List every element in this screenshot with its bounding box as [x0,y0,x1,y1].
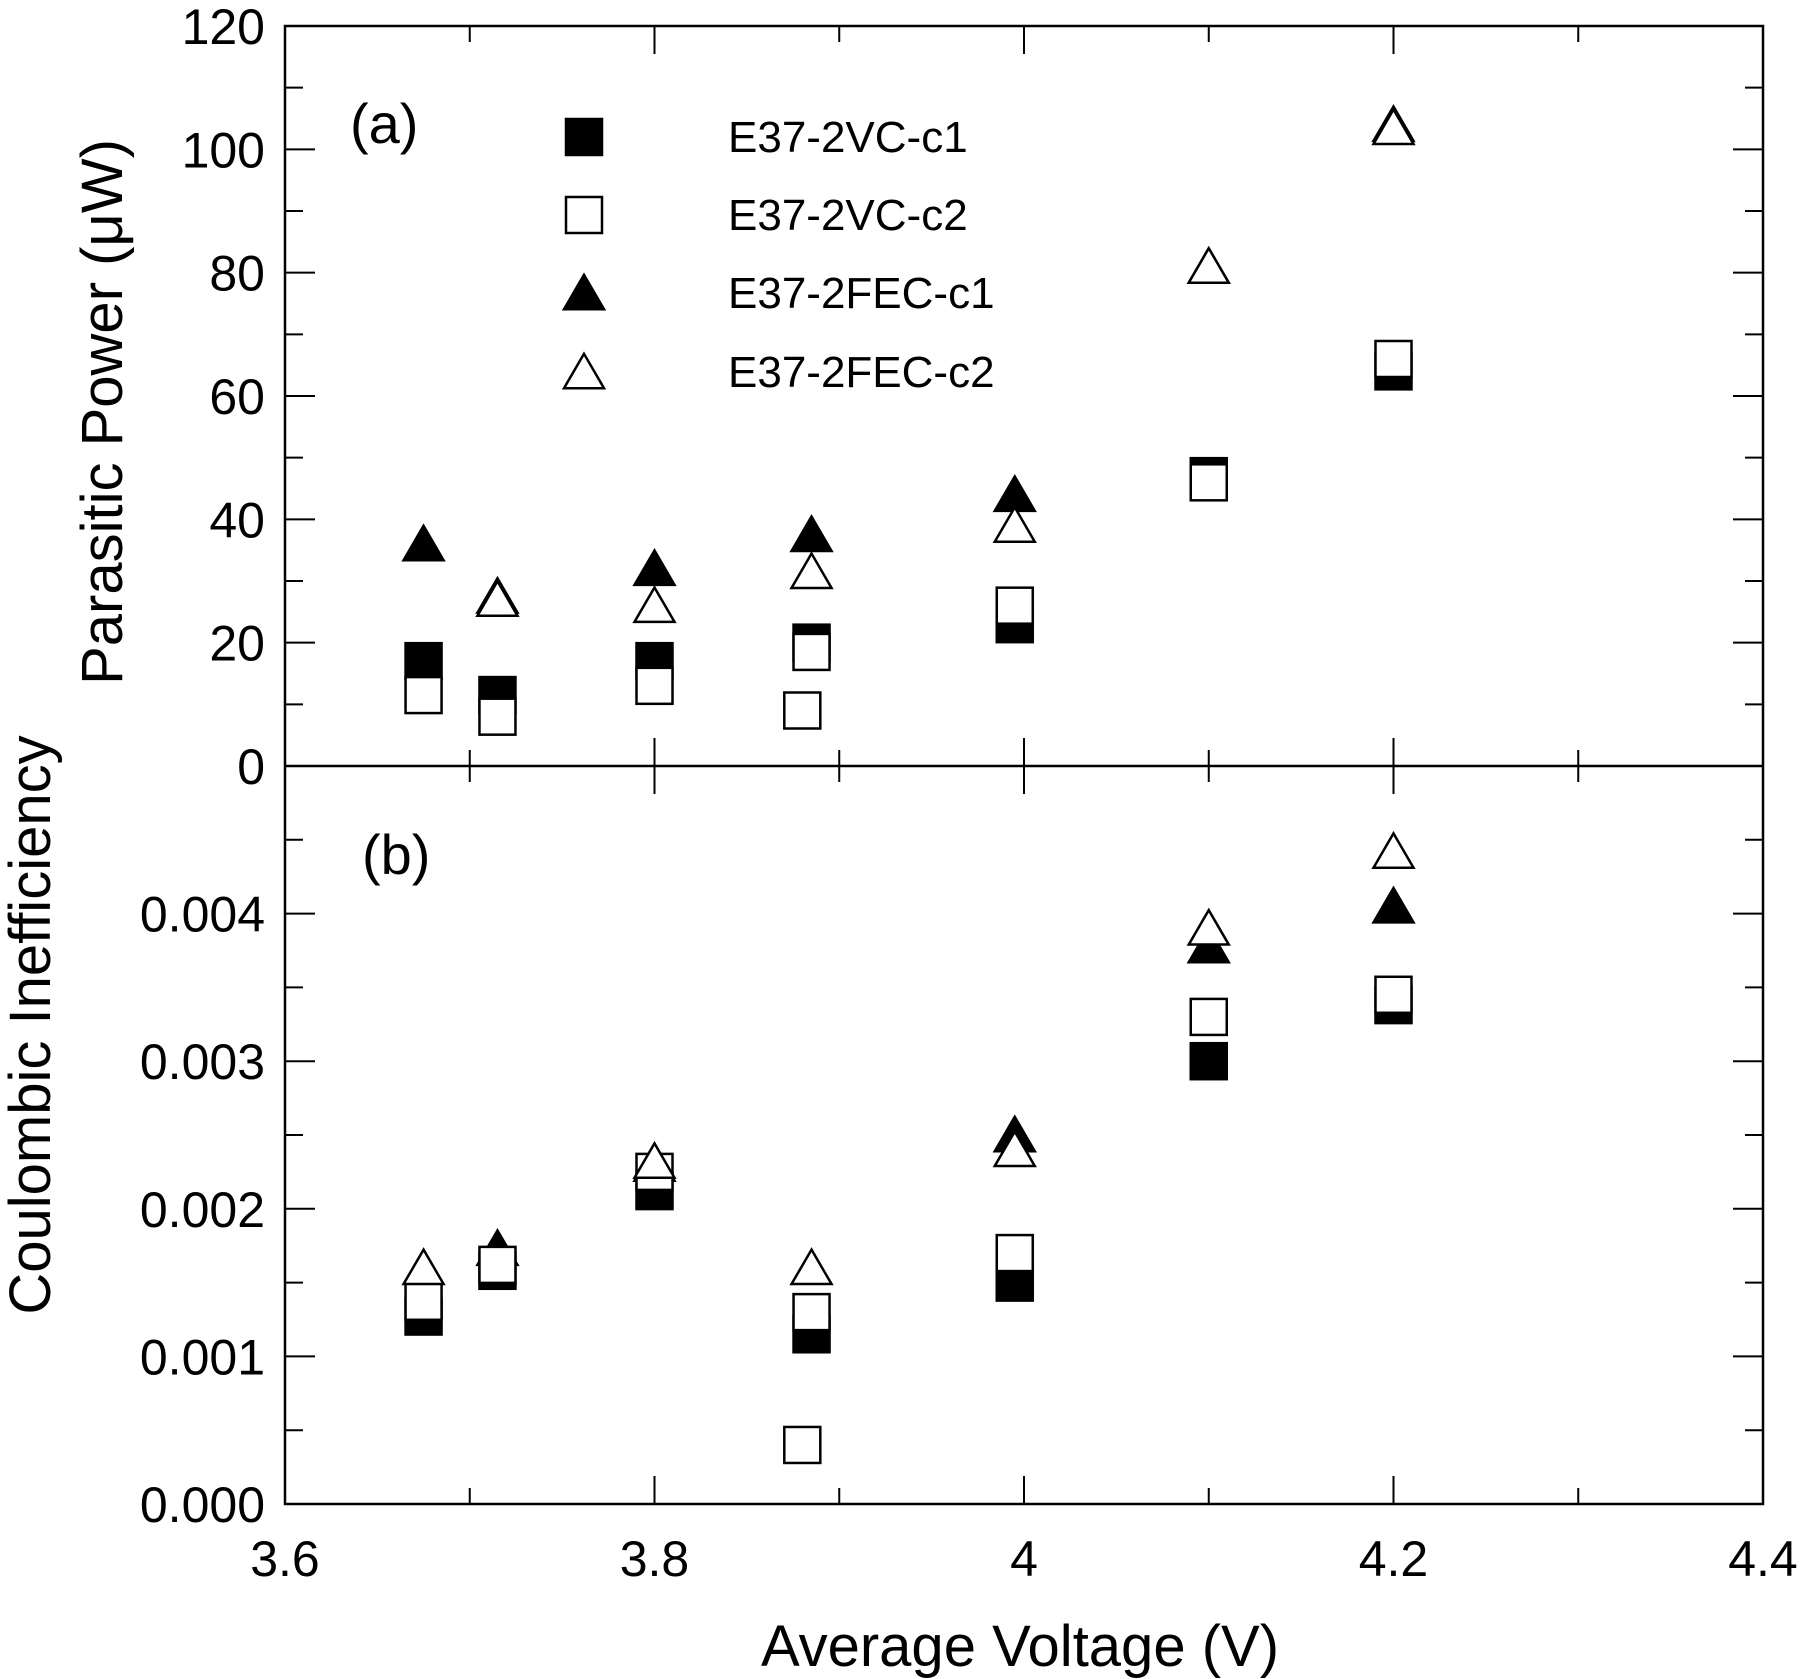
y-tick-label: 100 [182,122,265,178]
data-point-e37-2vc-c2 [783,691,822,730]
data-point-e37-2vc-c2 [995,586,1035,625]
panel-a-label: (a) [350,92,418,155]
data-point-e37-2vc-c2 [635,666,674,706]
y-axis-title-panel-a: Parasitic Power (μW) [70,139,135,685]
legend: E37-2VC-c1 E37-2VC-c2 E37-2FEC-c1 E37-2FEC-… [561,113,995,397]
y-tick-label: 20 [209,616,265,672]
legend-label: E37-2FEC-c1 [728,269,995,318]
data-point-e37-2fec-c2 [632,1140,677,1180]
data-point-e37-2vc-c2 [404,675,443,715]
y-tick-label: 0.000 [140,1477,265,1533]
legend-marker-e37-2vc-c1 [564,117,604,157]
data-point-e37-2fec-c1 [401,523,446,562]
x-tick-label: 4.2 [1359,1531,1429,1587]
y-tick-label: 60 [209,369,265,425]
legend-marker-e37-2fec-c2 [561,351,607,390]
data-point-e37-2vc-c2 [478,1245,517,1285]
data-point-e37-2fec-c1 [632,547,677,587]
legend-marker-e37-2vc-c2 [564,195,604,235]
data-point-e37-2fec-c2 [789,1247,834,1286]
data-point-e37-2vc-c1 [1189,1041,1228,1081]
data-point-e37-2vc-c2 [1189,997,1228,1037]
data-point-e37-2vc-c2 [995,1233,1035,1273]
legend-label: E37-2VC-c1 [728,113,968,162]
y-tick-label: 40 [209,492,265,548]
data-point-e37-2fec-c2 [992,504,1037,543]
data-point-e37-2fec-c2 [475,578,520,617]
data-point-e37-2vc-c2 [1189,463,1228,502]
data-point-e37-2vc-c2 [792,1292,831,1332]
x-tick-label: 3.8 [620,1531,690,1587]
x-tick-label: 4 [1010,1531,1038,1587]
legend-marker-e37-2fec-c1 [561,272,607,311]
data-point-e37-2vc-c1 [404,641,443,681]
data-point-e37-2vc-c2 [404,1282,443,1322]
panel-b-label: (b) [362,823,430,886]
x-tick-label: 3.6 [250,1531,320,1587]
data-point-e37-2fec-c2 [401,1247,446,1286]
axis-ticks [285,26,1763,1504]
y-tick-label: 0 [237,739,265,795]
y-tick-label: 120 [182,0,265,55]
y-tick-label: 80 [209,246,265,302]
y-axis-title-panel-b: Coulombic Inefficiency [0,735,63,1314]
data-point-e37-2fec-c2 [1371,107,1416,146]
x-tick-label: 4.4 [1728,1531,1798,1587]
data-point-e37-2fec-c2 [1371,830,1416,870]
tick-labels: 3.6 3.8 4 4.2 4.4 0 20 40 60 80 100 120 0.000 0.001 0.… [140,0,1798,1587]
x-axis-title: Average Voltage (V) [761,1614,1279,1679]
data-point-e37-2vc-c2 [783,1425,822,1465]
data-point-e37-2vc-c2 [1374,339,1413,379]
legend-label: E37-2FEC-c2 [728,348,995,397]
y-tick-label: 0.002 [140,1182,265,1238]
legend-label: E37-2VC-c2 [728,191,968,240]
data-point-e37-2fec-c2 [1186,245,1231,284]
data-point-e37-2fec-c2 [992,1129,1037,1168]
data-point-e37-2fec-c1 [1371,885,1416,924]
data-point-e37-2vc-c2 [478,697,517,736]
data-markers [401,103,1416,1465]
data-point-e37-2fec-c2 [789,551,834,590]
data-point-e37-2fec-c2 [1186,907,1231,946]
data-point-e37-2fec-c1 [789,514,834,553]
y-tick-label: 0.004 [140,887,265,943]
data-point-e37-2vc-c2 [1374,975,1413,1015]
data-point-e37-2vc-c2 [792,632,831,672]
y-tick-label: 0.001 [140,1329,265,1385]
data-point-e37-2fec-c2 [632,584,677,624]
y-tick-label: 0.003 [140,1034,265,1090]
